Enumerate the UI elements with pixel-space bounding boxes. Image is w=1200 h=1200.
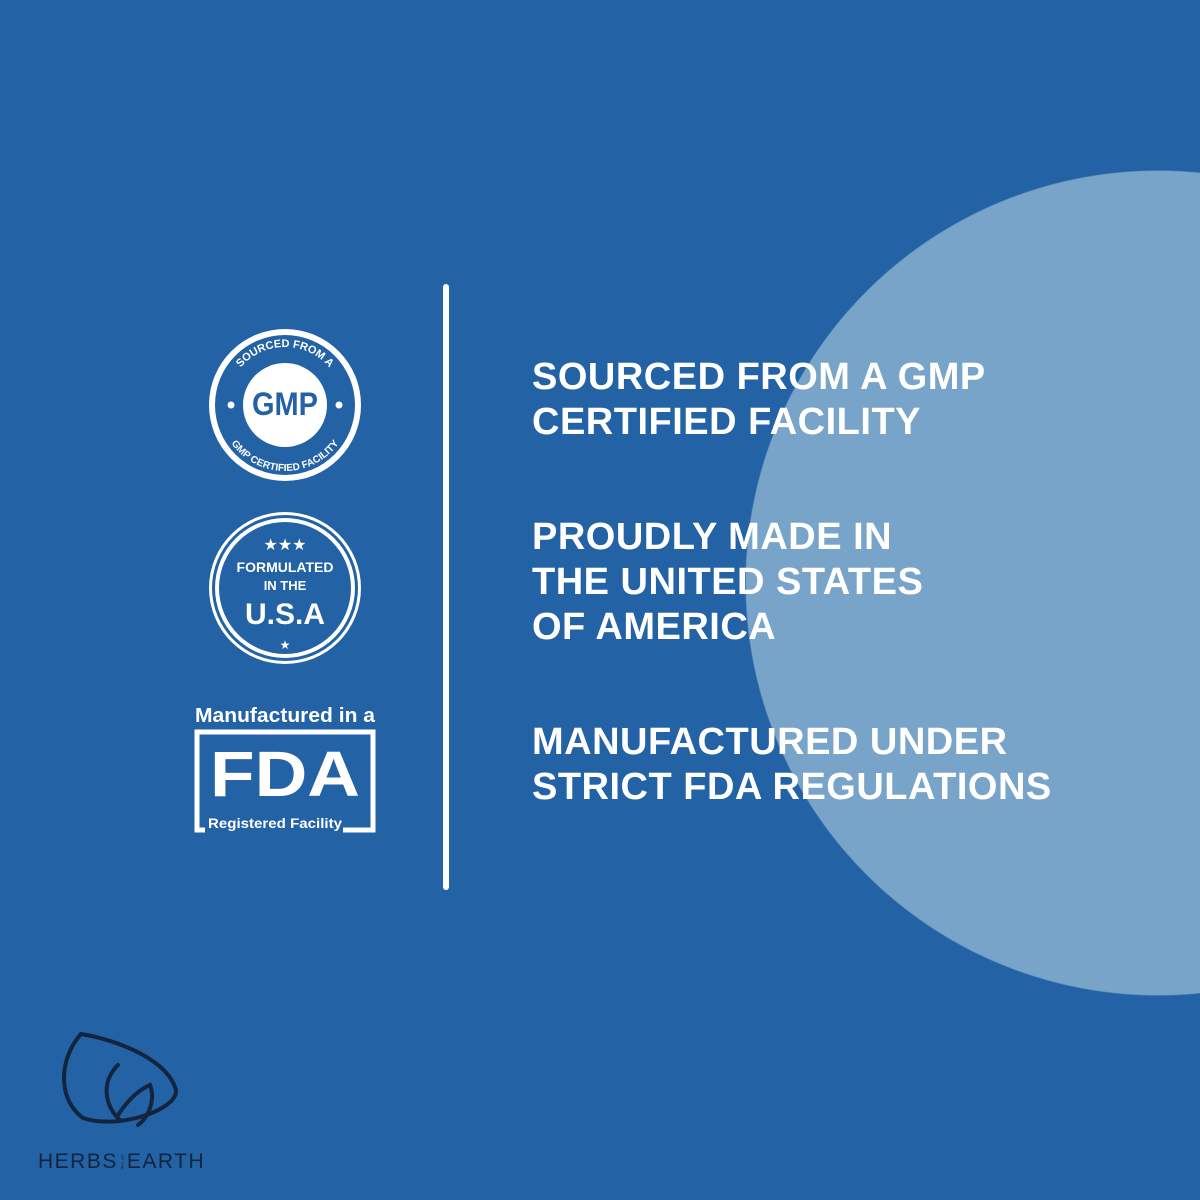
claim-usa: PROUDLY MADE IN THE UNITED STATES OF AME…: [532, 516, 924, 648]
usa-line2: IN THE: [264, 578, 307, 593]
brand-left: HERBS: [38, 1150, 118, 1173]
fda-badge: Manufactured in a FDA Registered Facilit…: [194, 705, 376, 833]
fda-top-text: Manufactured in a: [195, 705, 376, 727]
brand-wordmark: HERBS OF THE EARTH: [38, 1150, 205, 1174]
fda-bottom-text: Registered Facility: [208, 815, 342, 831]
claims-list: SOURCED FROM A GMP CERTIFIED FACILITY PR…: [532, 355, 1052, 880]
star-icon: ★: [280, 638, 291, 652]
gmp-center-text: GMP: [252, 386, 318, 422]
claim-gmp: SOURCED FROM A GMP CERTIFIED FACILITY: [532, 356, 986, 443]
usa-badge: ★★★ FORMULATED IN THE U.S.A ★: [209, 512, 361, 664]
usa-line3: U.S.A: [245, 598, 325, 631]
stars-icon: ★★★: [263, 537, 306, 554]
brand-middle: OF THE: [119, 1154, 125, 1170]
claim-fda: MANUFACTURED UNDER STRICT FDA REGULATION…: [532, 721, 1052, 808]
usa-line1: FORMULATED: [237, 559, 334, 575]
herbs-of-the-earth-leaf-logo: [62, 1031, 178, 1127]
fda-center-text: FDA: [210, 738, 360, 810]
gmp-badge: SOURCED FROM A GMP CERTIFIED FACILITY GM…: [209, 329, 361, 481]
brand-right: EARTH: [126, 1150, 206, 1173]
divider: [443, 284, 449, 890]
